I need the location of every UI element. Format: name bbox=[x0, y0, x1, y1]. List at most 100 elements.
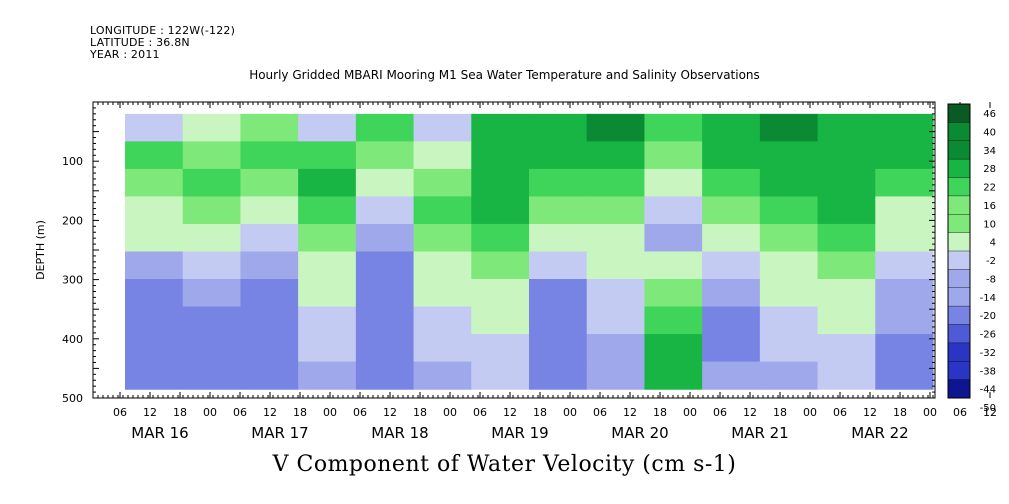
heatmap-cell bbox=[182, 251, 242, 280]
heatmap-cell bbox=[702, 361, 761, 390]
heatmap-cell bbox=[586, 141, 646, 170]
heatmap-cell bbox=[644, 251, 703, 280]
day-label: MAR 16 bbox=[131, 424, 188, 442]
heatmap-cell bbox=[125, 196, 184, 225]
colorbar-segment bbox=[948, 342, 970, 362]
heatmap-cell bbox=[644, 223, 703, 253]
heatmap-cell bbox=[875, 113, 934, 142]
hour-tick-label: 06 bbox=[713, 406, 727, 419]
heatmap-cell bbox=[182, 223, 242, 253]
heatmap-cell bbox=[298, 168, 357, 198]
colorbar-label: 22 bbox=[983, 183, 996, 194]
heatmap-cell bbox=[586, 223, 646, 253]
heatmap-cell bbox=[355, 334, 415, 363]
colorbar-segment bbox=[948, 251, 970, 270]
hour-tick-label: 12 bbox=[503, 406, 517, 419]
heatmap-cell bbox=[182, 361, 242, 390]
heatmap-cell bbox=[298, 251, 357, 280]
heatmap-cell bbox=[298, 141, 357, 170]
heatmap-cell bbox=[182, 113, 242, 142]
hour-tick-label: 12 bbox=[623, 406, 637, 419]
heatmap-cell bbox=[759, 361, 819, 390]
hour-tick-label: 12 bbox=[383, 406, 397, 419]
heatmap-cell bbox=[355, 168, 415, 198]
heatmap-cell bbox=[298, 223, 357, 253]
heatmap-cell bbox=[586, 334, 646, 363]
hour-tick-label: 18 bbox=[773, 406, 787, 419]
hour-tick-label: 12 bbox=[863, 406, 877, 419]
heatmap-cell bbox=[240, 196, 299, 225]
heatmap-cell bbox=[413, 361, 472, 390]
heatmap-cell bbox=[644, 334, 703, 363]
heatmap-cell bbox=[759, 223, 819, 253]
heatmap-cell bbox=[125, 141, 184, 170]
heatmap-cell bbox=[413, 141, 472, 170]
colorbar-segment bbox=[948, 140, 970, 160]
colorbar-label: 28 bbox=[983, 164, 996, 175]
day-label: MAR 18 bbox=[371, 424, 428, 442]
y-tick-label: 100 bbox=[62, 155, 83, 168]
heatmap-cell bbox=[413, 168, 472, 198]
hour-tick-label: 06 bbox=[233, 406, 247, 419]
heatmap-cell bbox=[586, 306, 646, 335]
heatmap-cell bbox=[875, 141, 934, 170]
heatmap-cell bbox=[529, 361, 588, 390]
colorbar-segment bbox=[948, 104, 970, 123]
hour-tick-label: 12 bbox=[143, 406, 157, 419]
colorbar-segment bbox=[948, 324, 970, 344]
heatmap-cell bbox=[702, 334, 761, 363]
y-tick-label: 500 bbox=[62, 392, 83, 405]
heatmap-cell bbox=[471, 196, 530, 225]
colorbar-label: 10 bbox=[983, 219, 996, 230]
heatmap-cell bbox=[125, 306, 184, 335]
heatmap-cell bbox=[471, 279, 530, 308]
heatmap-cell bbox=[471, 334, 530, 363]
heatmap-cell bbox=[702, 251, 761, 280]
heatmap-cell bbox=[644, 141, 703, 170]
heatmap-cell bbox=[355, 141, 415, 170]
heatmap-cell bbox=[413, 279, 472, 308]
heatmap-cell bbox=[240, 251, 299, 280]
heatmap-cell bbox=[875, 361, 934, 390]
heatmap-cell bbox=[759, 334, 819, 363]
heatmap-cell bbox=[182, 168, 242, 198]
heatmap-cell bbox=[586, 251, 646, 280]
heatmap-cell bbox=[240, 361, 299, 390]
colorbar-label: -32 bbox=[980, 348, 996, 359]
heatmap-cell bbox=[471, 141, 530, 170]
heatmap-cell bbox=[125, 279, 184, 308]
heatmap-cell bbox=[413, 196, 472, 225]
heatmap-cell bbox=[644, 168, 703, 198]
heatmap-cell bbox=[817, 334, 876, 363]
hour-tick-label: 06 bbox=[593, 406, 607, 419]
heatmap-cell bbox=[817, 141, 876, 170]
heatmap-cell bbox=[298, 196, 357, 225]
hour-tick-label: 06 bbox=[113, 406, 127, 419]
heatmap-cell bbox=[759, 141, 819, 170]
hour-tick-label: 18 bbox=[893, 406, 907, 419]
heatmap-cell bbox=[413, 251, 472, 280]
heatmap-cell bbox=[355, 361, 415, 390]
heatmap-cell bbox=[817, 168, 876, 198]
heatmap-cell bbox=[529, 251, 588, 280]
heatmap-cell bbox=[298, 279, 357, 308]
y-tick-label: 200 bbox=[62, 214, 83, 227]
heatmap-cell bbox=[182, 334, 242, 363]
colorbar-segment bbox=[948, 287, 970, 307]
heatmap-cell bbox=[586, 196, 646, 225]
y-tick-label: 300 bbox=[62, 274, 83, 287]
hour-tick-label: 18 bbox=[173, 406, 187, 419]
heatmap-cell bbox=[586, 361, 646, 390]
heatmap-cell bbox=[413, 334, 472, 363]
colorbar-label: -2 bbox=[986, 256, 996, 267]
heatmap-cell bbox=[471, 251, 530, 280]
heatmap-cell bbox=[702, 306, 761, 335]
heatmap-cell bbox=[355, 196, 415, 225]
colorbar-segment bbox=[948, 269, 970, 289]
colorbar-segment bbox=[948, 177, 970, 197]
colorbar-segment bbox=[948, 122, 970, 142]
hour-tick-label: 18 bbox=[413, 406, 427, 419]
heatmap-cell bbox=[586, 113, 646, 142]
heatmap-cell bbox=[298, 334, 357, 363]
heatmap-cell bbox=[240, 113, 299, 142]
